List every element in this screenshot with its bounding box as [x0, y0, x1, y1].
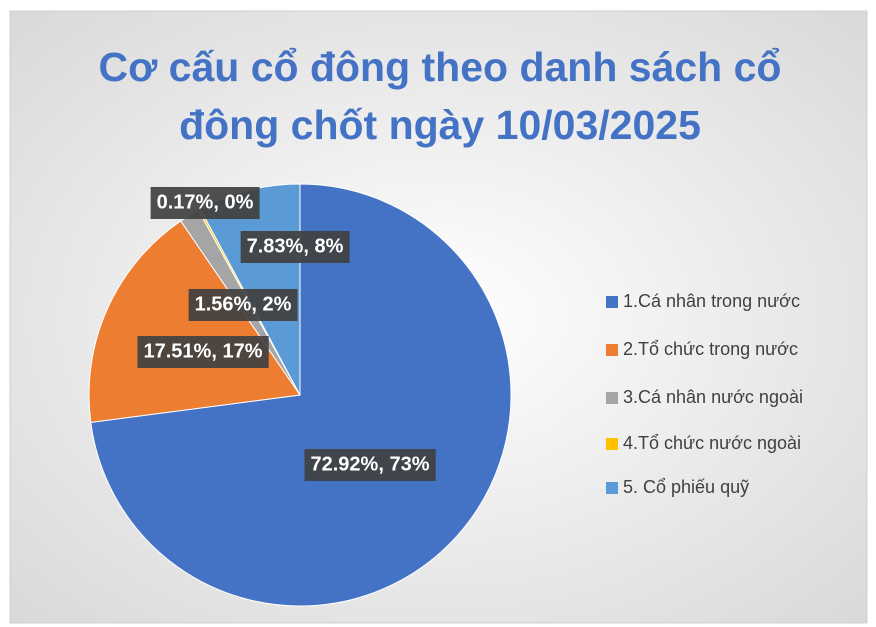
legend-label: 1.Cá nhân trong nước	[623, 291, 800, 311]
legend-swatch	[606, 392, 618, 404]
data-label: 7.83%, 8%	[247, 235, 344, 257]
data-label: 1.56%, 2%	[195, 293, 292, 315]
pie-slice	[88, 220, 301, 423]
legend-swatch	[606, 482, 618, 494]
legend-label: 3.Cá nhân nước ngoài	[623, 387, 803, 407]
legend-label: 4.Tổ chức nước ngoài	[623, 433, 801, 453]
legend-label: 2.Tổ chức trong nước	[623, 339, 798, 359]
legend-swatch	[606, 296, 618, 308]
data-label: 17.51%, 17%	[144, 340, 263, 362]
legend-swatch	[606, 438, 618, 450]
pie-slice	[90, 183, 512, 607]
legend: 1.Cá nhân trong nước 2.Tổ chức trong nước…	[606, 291, 803, 497]
data-label-box	[188, 289, 298, 321]
data-labels: 72.92%, 73% 17.51%, 17% 1.56%, 2% 0.17%, 0%…	[137, 187, 436, 481]
data-label-box	[137, 336, 269, 368]
legend-swatch	[606, 344, 618, 356]
data-label-box	[304, 449, 436, 481]
data-label: 0.17%, 0%	[157, 191, 254, 213]
legend-label: 5. Cổ phiếu quỹ	[623, 477, 749, 497]
data-label: 72.92%, 73%	[311, 453, 430, 475]
chart-title: Cơ cấu cổ đông theo danh sách cổ đông ch…	[98, 44, 782, 148]
data-label-box	[150, 187, 260, 219]
data-label-box	[240, 231, 350, 263]
